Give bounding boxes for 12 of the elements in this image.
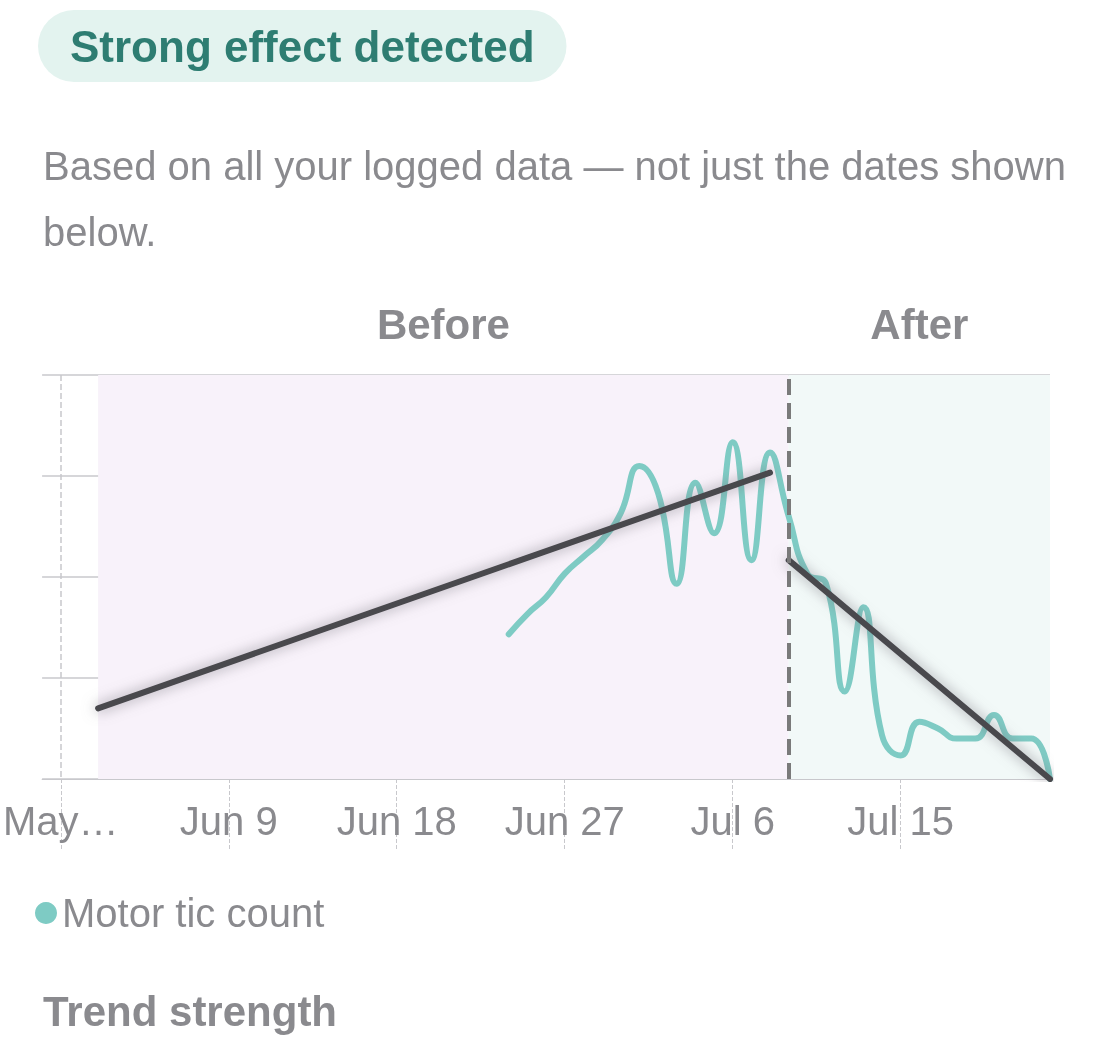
band-label: After (870, 300, 969, 348)
legend-label: Motor tic count (62, 891, 325, 935)
x-tick-label: Jul 6 (690, 799, 775, 843)
chart-subtitle: Based on all your logged data — not just the dates shown below. (43, 144, 1078, 254)
x-tick-label: Jul 15 (847, 799, 955, 843)
x-tick-label: May… (2, 799, 119, 843)
x-tick-label: Jun 18 (336, 799, 457, 843)
text: Trend strength (43, 987, 338, 1035)
x-tick-label: Jun 9 (179, 799, 278, 843)
chart-title: Strong effect detected (70, 21, 535, 71)
x-tick-label: Jun 27 (504, 799, 625, 843)
band-label: Before (376, 300, 510, 348)
